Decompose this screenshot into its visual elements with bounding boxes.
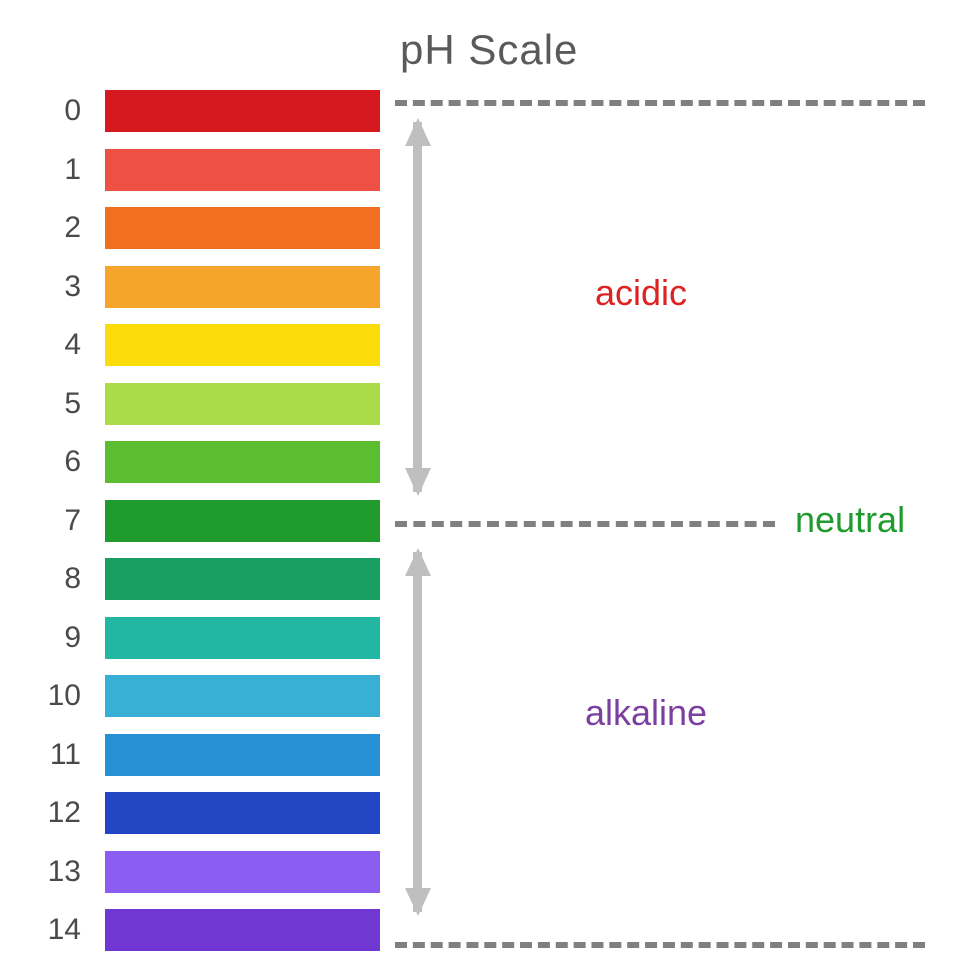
scale-row: 5 [0,375,380,434]
scale-bar [105,149,380,191]
scale-number: 7 [0,504,105,538]
scale-bar [105,734,380,776]
arrow-shaft [413,122,422,492]
scale-row: 3 [0,258,380,317]
scale-column: 01234567891011121314 [0,82,380,960]
scale-number: 2 [0,211,105,245]
scale-number: 3 [0,270,105,304]
annotation-column: acidic neutral alkaline [395,82,955,960]
scale-row: 10 [0,667,380,726]
scale-row: 14 [0,901,380,960]
scale-row: 13 [0,843,380,902]
scale-bar [105,90,380,132]
scale-row: 7 [0,492,380,551]
chart-title: pH Scale [400,26,578,74]
scale-row: 12 [0,784,380,843]
scale-number: 13 [0,855,105,889]
scale-number: 14 [0,913,105,947]
scale-number: 0 [0,94,105,128]
scale-bar [105,558,380,600]
scale-number: 10 [0,679,105,713]
divider-dash [395,521,775,527]
scale-row: 11 [0,726,380,785]
scale-row: 9 [0,609,380,668]
scale-bar [105,266,380,308]
arrow-head-down-icon [405,468,431,496]
arrow-head-up-icon [405,118,431,146]
scale-row: 0 [0,82,380,141]
region-label-acidic: acidic [595,272,687,314]
scale-bar [105,207,380,249]
ph-scale-diagram: pH Scale 01234567891011121314 acidicneut… [0,0,980,980]
scale-bar [105,792,380,834]
scale-bar [105,441,380,483]
divider-dash [395,942,925,948]
scale-row: 1 [0,141,380,200]
scale-number: 5 [0,387,105,421]
scale-row: 8 [0,550,380,609]
scale-bar [105,675,380,717]
scale-number: 6 [0,445,105,479]
arrow-head-down-icon [405,888,431,916]
scale-bar [105,851,380,893]
arrow-head-up-icon [405,548,431,576]
region-label-neutral: neutral [795,499,905,541]
scale-row: 2 [0,199,380,258]
scale-number: 9 [0,621,105,655]
scale-bar [105,383,380,425]
scale-number: 8 [0,562,105,596]
scale-number: 11 [0,738,105,772]
scale-bar [105,617,380,659]
arrow-shaft [413,552,422,912]
scale-bar [105,324,380,366]
scale-number: 4 [0,328,105,362]
divider-dash [395,100,925,106]
scale-bar [105,909,380,951]
scale-bar [105,500,380,542]
scale-row: 4 [0,316,380,375]
scale-row: 6 [0,433,380,492]
region-label-alkaline: alkaline [585,692,707,734]
scale-number: 1 [0,153,105,187]
scale-number: 12 [0,796,105,830]
